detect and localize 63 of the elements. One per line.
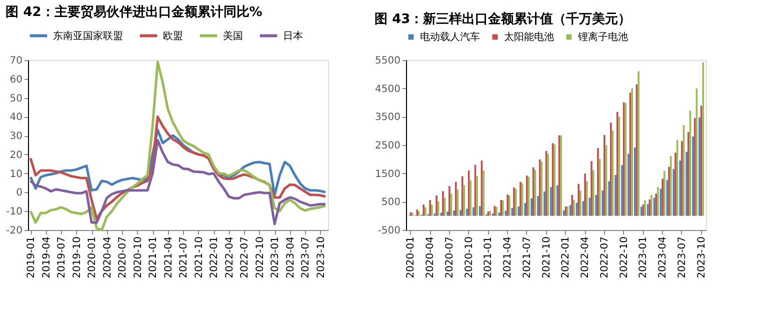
x-tick-label: 2022-01 <box>560 236 572 278</box>
x-tick-label: 2019-10 <box>72 236 83 278</box>
y-tick-label: 1500 <box>375 168 400 180</box>
y-tick-label: 3500 <box>375 112 400 124</box>
y-tick-label: 30 <box>10 131 22 142</box>
legend-label: 电动载人汽车 <box>420 31 480 43</box>
x-tick-label: 2023-04 <box>658 236 669 278</box>
y-tick-label: 0 <box>16 188 22 199</box>
x-tick-label: 2020-01 <box>406 236 417 278</box>
legend-label: 美国 <box>223 30 243 42</box>
x-tick-label: 2022-10 <box>618 236 630 278</box>
legend-label: 太阳能电池 <box>504 31 554 43</box>
x-tick-label: 2021-10 <box>541 236 552 278</box>
y-tick-label: 10 <box>10 168 22 180</box>
y-tick-label: 500 <box>381 197 400 208</box>
x-tick-label: 2020-10 <box>132 236 144 278</box>
y-tick-label: -500 <box>378 226 400 236</box>
y-tick-label: 50 <box>10 93 22 104</box>
x-tick-label: 2021-10 <box>194 236 205 278</box>
x-tick-label: 2022-10 <box>254 236 266 278</box>
legend-label: 锂离子电池 <box>577 31 628 43</box>
x-tick-label: 2023-07 <box>300 236 312 278</box>
x-tick-label: 2020-04 <box>425 236 436 278</box>
x-tick-label: 2022-04 <box>580 236 592 278</box>
x-tick-label: 2022-07 <box>240 236 251 278</box>
x-tick-label: 2021-01 <box>148 236 160 278</box>
x-tick-label: 2021-04 <box>502 236 514 278</box>
x-tick-label: 2019-04 <box>41 236 52 278</box>
line-series <box>29 139 327 226</box>
chart-title: 图 43：新三样出口金额累计值（千万美元） <box>374 11 632 27</box>
x-tick-label: 2023-10 <box>696 236 708 278</box>
x-tick-label: 2020-07 <box>444 236 456 278</box>
x-tick-label: 2019-07 <box>56 236 68 278</box>
y-tick-label: 40 <box>10 112 22 124</box>
x-tick-label: 2023-04 <box>285 236 296 278</box>
x-tick-label: 2020-01 <box>87 236 98 278</box>
y-tick-label: 70 <box>10 56 22 66</box>
x-tick-label: 2022-01 <box>209 236 220 278</box>
x-tick-label: 2019-01 <box>26 236 38 278</box>
y-tick-label: 60 <box>10 74 22 86</box>
y-tick-label: 4500 <box>375 84 400 95</box>
x-tick-label: 2023-07 <box>676 236 688 278</box>
legend-label: 东南亚国家联盟 <box>53 30 123 42</box>
x-tick-label: 2020-04 <box>102 236 114 278</box>
legend-label: 日本 <box>283 30 303 42</box>
x-tick-label: 2021-07 <box>522 236 533 278</box>
chart-title: 图 42：主要贸易伙伴进出口金额累计同比% <box>6 4 262 20</box>
y-tick-label: 5500 <box>375 56 400 66</box>
y-tick-label: 2500 <box>375 140 400 152</box>
legend-label: 欧盟 <box>163 30 183 42</box>
x-tick-label: 2023-10 <box>316 236 327 278</box>
x-tick-label: 2020-10 <box>464 236 475 278</box>
x-tick-label: 2020-07 <box>118 236 129 278</box>
y-tick-label: 20 <box>10 150 22 161</box>
y-tick-label: -20 <box>6 226 22 236</box>
x-tick-label: 2023-01 <box>638 236 650 278</box>
x-tick-label: 2021-07 <box>178 236 190 278</box>
x-tick-label: 2022-07 <box>599 236 610 278</box>
x-tick-label: 2022-04 <box>224 236 236 278</box>
x-tick-label: 2021-01 <box>483 236 494 278</box>
y-tick-label: -10 <box>6 206 22 218</box>
x-tick-label: 2023-01 <box>270 236 282 278</box>
x-tick-label: 2021-04 <box>163 236 174 278</box>
